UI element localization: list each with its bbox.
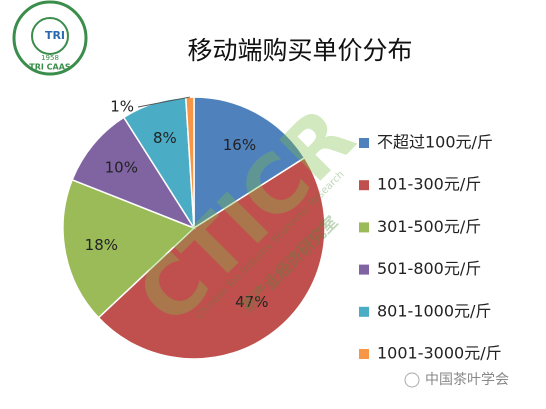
legend: 不超过100元/斤 101-300元/斤 301-500元/斤 501-800元/斤 8… [359,133,502,363]
legend-swatch [359,180,369,191]
pie-slice [62,178,196,319]
logo-ring [12,0,88,76]
legend-label: 501-800元/斤 [377,259,481,278]
logo-year: 1958 [41,54,59,62]
pie: 16% 47% 18% 10% 8% 1% [62,96,326,360]
legend-label: 801-1000元/斤 [377,301,491,320]
legend-swatch [359,222,369,233]
wechat-icon [404,372,420,388]
data-label: 16% [223,136,256,154]
legend-label: 1001-3000元/斤 [377,344,502,363]
logo-inner [31,17,69,55]
data-label: 8% [153,129,177,147]
pie-slice [97,156,326,360]
footer: 中国茶叶学会 [425,372,509,388]
data-label: 18% [85,236,118,254]
data-label: 10% [105,158,138,176]
data-label: 1% [110,98,134,116]
leader-line [137,96,190,108]
logo: TRI 1958 TRI CAAS [12,0,88,76]
legend-swatch [359,349,369,359]
chart-title: 移动端购买单价分布 [187,36,412,65]
legend-swatch [359,264,369,275]
logo-text: TRI [45,29,65,42]
legend-label: 不超过100元/斤 [377,133,493,152]
pie-slice [193,96,306,230]
legend-label: 101-300元/斤 [377,175,481,194]
legend-swatch [359,138,369,148]
legend-swatch [359,306,369,317]
logo-caption: TRI CAAS [29,63,71,72]
data-label: 47% [235,293,268,311]
pie-slice [71,116,196,230]
legend-label: 301-500元/斤 [377,217,481,236]
